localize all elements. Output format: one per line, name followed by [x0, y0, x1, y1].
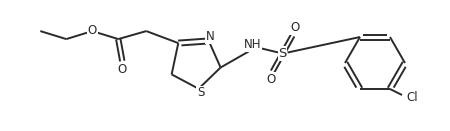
Text: Cl: Cl: [406, 91, 418, 105]
Text: S: S: [197, 86, 204, 99]
Text: NH: NH: [244, 38, 261, 51]
Text: N: N: [205, 30, 214, 43]
Text: O: O: [290, 21, 299, 34]
Text: S: S: [279, 47, 287, 60]
Text: O: O: [266, 73, 275, 86]
Text: O: O: [117, 63, 127, 76]
Text: O: O: [88, 24, 97, 37]
